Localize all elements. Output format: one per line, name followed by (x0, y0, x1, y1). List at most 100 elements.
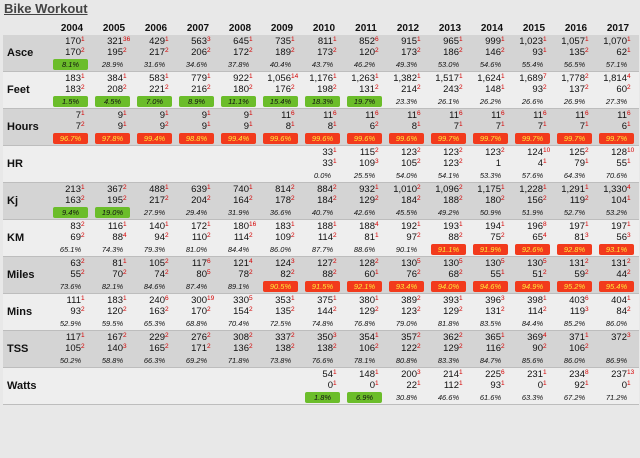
cell-content: 91 91 98.8% (177, 109, 219, 145)
rank-superscript: 2 (333, 184, 337, 191)
cell-total: 1931 (429, 221, 468, 232)
cell-content: 1282 601 92.1% (345, 257, 387, 293)
percent-badge: 27.3% (605, 97, 628, 106)
cell-total-value: 354 (359, 332, 375, 343)
cell-year-value: 114 (527, 306, 543, 317)
cell-total-value: 645 (233, 36, 249, 47)
table-cell: 2762 1712 69.2% (177, 330, 219, 368)
cell-total: 1214 (219, 258, 258, 269)
rank-superscript: 1 (333, 73, 337, 80)
rank-superscript: 2 (375, 47, 379, 54)
table-cell (219, 367, 261, 405)
table-cell: 32136 1952 28.9% (93, 35, 135, 72)
rank-superscript: 1 (291, 121, 295, 128)
cell-value: 1202 (93, 306, 132, 317)
percent-badge (95, 392, 130, 403)
table-cell: 2348 921 67.2% (555, 367, 597, 405)
rank-superscript: 1 (81, 184, 85, 191)
rank-superscript: 2 (123, 306, 127, 313)
cell-content: 71 72 96.7% (51, 109, 93, 145)
rank-superscript: 1 (459, 295, 463, 302)
cell-total-value: 193 (443, 221, 459, 232)
rank-superscript: 2 (585, 147, 589, 154)
rank-superscript: 2 (627, 258, 631, 265)
cell-content: 1941 752 91.9% (471, 220, 513, 256)
cell-year-value: 33 (322, 158, 333, 169)
cell-value: 1982 (303, 84, 342, 95)
cell-total-value: 105 (149, 258, 165, 269)
cell-year-value: 171 (191, 343, 207, 354)
rank-superscript: 2 (165, 232, 169, 239)
rank-superscript: 6 (333, 110, 337, 117)
cell-value (93, 380, 132, 391)
percent-badge: 70.4% (227, 319, 250, 328)
cell-year-value: 195 (107, 47, 123, 58)
cell-year-value: 173 (317, 47, 333, 58)
cell-year-value: 51 (532, 269, 543, 280)
cell-total: 1,7782 (555, 73, 594, 84)
cell-total-value: 811 (317, 36, 333, 47)
rank-superscript: 1 (459, 369, 463, 376)
table-cell: 7351 1892 40.4% (261, 35, 303, 72)
cell-content: 1232 1052 54.0% (387, 146, 429, 182)
percent-badge: 80.8% (395, 356, 418, 365)
cell-total-value: 393 (443, 295, 459, 306)
rank-superscript: 2 (543, 269, 547, 276)
percent-badge: 98.8% (179, 133, 214, 144)
year-header: 2014 (480, 22, 504, 34)
percent-badge: 31.6% (143, 60, 166, 69)
cell-total: 9221 (219, 73, 258, 84)
cell-total-value: 123 (443, 147, 459, 158)
table-row: HR 331 331 0.0% 1152 1093 25.5% 1232 1052 54.0% 12… (3, 145, 639, 183)
cell-content: 116 71 99.7% (429, 109, 471, 145)
cell-year-value: 137 (569, 84, 585, 95)
rank-superscript: 2 (417, 147, 421, 154)
table-cell: 1312 592 95.2% (555, 256, 597, 294)
table-cell: 1272 882 91.5% (303, 256, 345, 294)
rank-superscript: 1 (627, 295, 631, 302)
rank-superscript: 2 (81, 343, 85, 350)
percent-badge: 74.8% (311, 319, 334, 328)
cell-year-value: 6 (621, 121, 627, 132)
table-cell: 1152 1093 25.5% (345, 145, 387, 183)
percent-badge: 83.3% (437, 356, 460, 365)
cell-value (261, 158, 300, 169)
cell-total-value: 231 (527, 369, 543, 380)
rank-superscript: 2 (165, 306, 169, 313)
cell-value: 1312 (471, 306, 510, 317)
cell-year-value: 146 (485, 47, 501, 58)
table-cell: 4291 2172 31.6% (135, 35, 177, 72)
percent-badge (263, 392, 298, 403)
percent-badge: 99.6% (389, 133, 424, 144)
cell-total: 3572 (387, 332, 426, 343)
table-cell: 91 91 98.8% (177, 108, 219, 146)
rank-superscript: 3 (585, 306, 589, 313)
percent-badge: 61.6% (479, 393, 502, 402)
cell-year-value: 106 (569, 343, 585, 354)
cell-value: 882 (429, 232, 468, 243)
percent-badge: 4.5% (95, 96, 130, 107)
table-cell: 116 71 99.7% (471, 108, 513, 146)
rank-superscript: 2 (417, 47, 421, 54)
percent-badge: 7.0% (137, 96, 172, 107)
table-cell: 1214 782 89.1% (219, 256, 261, 294)
cell-total-value: 170 (65, 36, 81, 47)
rank-superscript: 2 (501, 232, 505, 239)
cell-content: 8526 1202 46.2% (345, 35, 387, 71)
rank-superscript: 2 (375, 121, 379, 128)
cell-total-value: 124 (275, 258, 291, 269)
table-cell: 1171 1052 50.2% (51, 330, 93, 368)
cell-content: 1152 1093 25.5% (345, 146, 387, 182)
cell-total-value: 196 (527, 221, 543, 232)
cell-total-value: 125 (569, 147, 585, 158)
cell-value: 1193 (555, 306, 594, 317)
table-cell: 8142 1782 36.6% (261, 182, 303, 220)
cell-value: 62 (345, 121, 384, 132)
cell-total-value: 384 (107, 73, 123, 84)
cell-total: 2003 (387, 369, 426, 380)
cell-total: 1,6897 (513, 73, 552, 84)
cell-year-value: 7 (495, 121, 501, 132)
rank-superscript: 2 (207, 306, 211, 313)
rank-superscript: 2 (459, 232, 463, 239)
cell-content: 3082 1362 71.8% (219, 331, 261, 367)
